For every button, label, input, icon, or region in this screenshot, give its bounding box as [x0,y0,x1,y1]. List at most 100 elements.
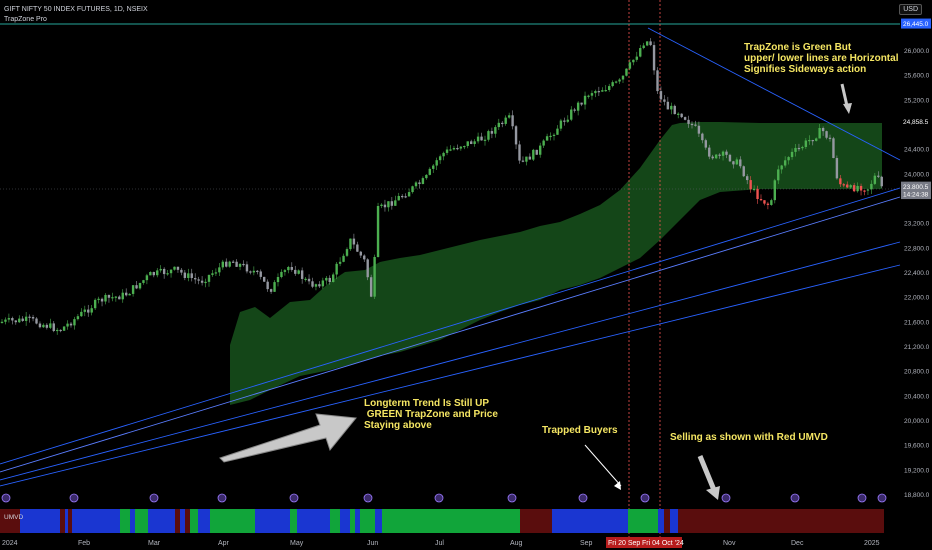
time-axis-label: Jul [435,540,444,547]
candle-body [321,280,325,287]
currency-button[interactable]: USD [899,4,922,15]
candle-body [539,145,542,155]
umvd-segment [290,509,297,533]
candle-body [356,244,359,252]
candle-body [283,270,287,272]
event-marker-icon[interactable] [289,493,299,503]
price-tag-box [901,181,931,192]
candle-body [673,105,676,115]
candle-body [249,271,252,273]
price-axis[interactable]: 26,000.0 25,600.0 25,200.0 24,400.0 24,000.0… [904,48,930,499]
price-axis-label: 22,800.0 [904,245,930,252]
candle-body [35,318,38,324]
candle-body [42,324,45,328]
event-marker-icon[interactable] [1,493,11,503]
big-arrow-icon [219,413,357,463]
candle-body [442,152,445,157]
candle-body [328,277,331,283]
price-axis-label: 19,200.0 [904,467,930,474]
candle-body [780,165,783,170]
candle-body [642,45,645,49]
candle-body [259,271,262,277]
event-markers[interactable] [1,493,887,503]
candle-body [697,125,701,134]
price-axis-label: 18,800.0 [904,492,930,499]
candle-body [345,249,349,256]
event-marker-icon[interactable] [790,493,800,503]
event-marker-icon[interactable] [69,493,79,503]
candle-body [318,284,321,287]
candle-body [473,141,476,144]
candle-body [511,115,514,127]
event-marker-icon[interactable] [149,493,159,503]
candle-body [525,156,528,162]
candle-body [314,284,318,287]
annotation-arrows [219,83,852,500]
event-marker-icon[interactable] [721,493,731,503]
candle-body [31,316,35,319]
event-marker-icon[interactable] [877,493,887,503]
candle-body [245,264,249,272]
candle-body [552,134,556,136]
candle-body [877,175,880,177]
candle-body [766,203,770,205]
candle-body [118,296,121,300]
candle-body [235,261,238,267]
event-marker-icon[interactable] [507,493,517,503]
event-marker-icon[interactable] [857,493,867,503]
candle-body [221,261,224,268]
candle-body [287,266,290,271]
candle-body [190,273,193,279]
candle-body [859,185,863,191]
time-highlight-box [640,537,682,548]
price-axis-label: 23,200.0 [904,221,930,228]
event-marker-icon[interactable] [640,493,650,503]
umvd-panel [0,509,884,533]
candle-body [90,308,93,313]
candle-body [645,41,649,46]
candle-body [597,91,601,93]
trapzone-band [230,122,882,405]
price-tags: 26,445.024,858.523,842.523,800.514:24:38 [901,18,931,200]
candle-body [614,81,618,83]
candle-body [880,176,883,187]
price-axis-label: 22,000.0 [904,295,930,302]
candle-body [714,154,718,159]
candle-body [304,278,307,281]
event-marker-icon[interactable] [363,493,373,503]
candle-body [21,318,24,321]
time-axis-label: Feb [78,540,90,547]
candle-body [570,109,573,120]
event-marker-icon[interactable] [217,493,227,503]
candle-body [24,316,28,321]
candle-body [639,48,642,57]
event-marker-icon[interactable] [578,493,588,503]
event-marker-icon[interactable] [434,493,444,503]
candle-body [594,91,597,94]
candle-body [45,324,49,328]
candle-body [56,329,59,332]
price-axis-label: 25,600.0 [904,73,930,80]
candle-body [801,146,804,149]
candle-body [735,159,739,165]
candle-body [297,270,300,274]
time-axis-label: Nov [723,540,736,547]
umvd-segment [20,509,60,533]
time-axis[interactable]: 2024 Feb Mar Apr May Jun Jul Aug Sep Nov Dec 2025 Fr… [2,537,880,548]
indicator-name: TrapZone Pro [4,16,47,23]
umvd-segment [610,509,628,533]
candle-body [14,320,17,323]
candle-body [218,267,221,273]
candle-body [404,196,407,198]
umvd-segment [350,509,355,533]
umvd-segment [382,509,520,533]
candle-body [590,93,594,96]
candle-body [466,141,469,146]
candle-body [169,269,173,274]
candle-body [307,278,311,282]
candle-body [228,261,231,267]
candle-body [849,185,852,188]
candle-body [870,183,873,190]
candle-body [521,160,525,162]
